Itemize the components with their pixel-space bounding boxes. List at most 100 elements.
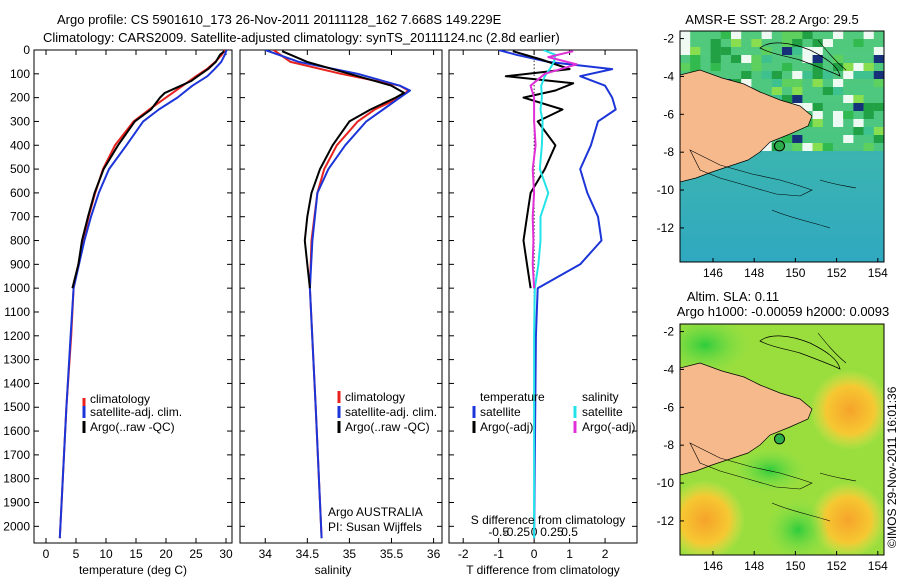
x-tick-label: 35.5 bbox=[380, 547, 404, 561]
sst-map-ticks: 146 148 150 152 154 -2 -4 -6 -8 -10 -12 bbox=[657, 32, 888, 280]
sla-map-ticks: 146 148 150 152 154 -2 -4 -6 -8 -10 -12 bbox=[657, 325, 888, 573]
depth-tick-label: 600 bbox=[10, 186, 30, 200]
temperature-x-label: temperature (deg C) bbox=[79, 563, 187, 577]
x-tick-label: 10 bbox=[99, 547, 113, 561]
legend-label-satellite: satellite-adj. clim. bbox=[345, 405, 437, 419]
salinity-diff-tick-label: -0.25 bbox=[503, 525, 531, 539]
x-tick-label: 0 bbox=[43, 547, 50, 561]
temperature-series bbox=[58, 50, 228, 539]
map-y-tick-label: -10 bbox=[657, 183, 675, 197]
sal-diff-satellite-line bbox=[533, 50, 557, 539]
sst-grid-cell bbox=[761, 55, 772, 63]
depth-tick-label: 1500 bbox=[3, 400, 30, 414]
sst-grid-cell bbox=[802, 103, 813, 111]
x-tick-label: 35 bbox=[343, 547, 357, 561]
sst-grid-cell bbox=[802, 143, 813, 151]
sst-grid-cell bbox=[741, 71, 752, 79]
salinity-series bbox=[264, 50, 411, 539]
sst-grid-cell bbox=[863, 63, 874, 71]
sla-new-britain-coast bbox=[759, 335, 841, 370]
map-y-tick-label: -6 bbox=[663, 400, 674, 414]
sst-grid-cell bbox=[822, 71, 833, 79]
sst-grid-cell bbox=[792, 47, 803, 55]
map-y-tick-label: -6 bbox=[663, 107, 674, 121]
legend-label-climatology: climatology bbox=[345, 390, 405, 404]
sst-grid-cell bbox=[802, 47, 813, 55]
sla-map-panel: Altim. SLA: 0.11 Argo h1000: -0.00059 h2… bbox=[657, 289, 890, 573]
sst-grid-cell bbox=[833, 119, 844, 127]
sst-grid-cell bbox=[873, 135, 884, 143]
sst-grid-cell bbox=[710, 63, 721, 71]
map-x-tick-label: 148 bbox=[744, 266, 764, 280]
sst-grid-cell bbox=[710, 55, 721, 63]
depth-tick-label: 1000 bbox=[3, 281, 30, 295]
sst-grid-cell bbox=[761, 31, 772, 39]
sst-grid-cell bbox=[792, 79, 803, 87]
salinity-legend: climatology satellite-adj. clim. Argo(..… bbox=[337, 390, 437, 434]
x-tick-label: 15 bbox=[129, 547, 143, 561]
difference-legend: temperature satellite Argo(-adj) salinit… bbox=[472, 390, 635, 434]
sst-grid-cell bbox=[873, 79, 884, 87]
sst-grid-cell bbox=[771, 71, 782, 79]
sst-grid-cell bbox=[863, 103, 874, 111]
sst-new-britain-coast bbox=[759, 42, 841, 77]
map-x-tick-label: 146 bbox=[703, 559, 723, 573]
difference-x-ticks: -2 -1 0 1 2 bbox=[458, 50, 609, 561]
sst-grid-cell bbox=[792, 135, 803, 143]
sst-grid-cell bbox=[731, 55, 742, 63]
legend-label-sal-satellite: satellite bbox=[582, 405, 623, 419]
salinity-panel: 34 34.5 35 35.5 36 salinity climatology sate… bbox=[239, 49, 443, 577]
map-x-tick-label: 154 bbox=[868, 266, 888, 280]
temperature-y-ticks: 0 100 200 300 400 500 600 700 800 900 1000 1100 1200… bbox=[3, 43, 232, 533]
depth-tick-label: 1100 bbox=[4, 305, 30, 319]
sst-grid-cell bbox=[853, 103, 864, 111]
sst-map-frame bbox=[679, 30, 885, 263]
x-tick-label: 34.5 bbox=[296, 547, 320, 561]
sst-grid-cell bbox=[822, 143, 833, 151]
argo-position-marker bbox=[774, 140, 785, 152]
sla-low-patch bbox=[680, 324, 750, 375]
legend-header-temperature: temperature bbox=[480, 390, 545, 404]
difference-series bbox=[498, 50, 617, 539]
x-tick-label: 34 bbox=[259, 547, 273, 561]
map-x-tick-label: 152 bbox=[827, 559, 847, 573]
depth-tick-label: 1200 bbox=[3, 329, 30, 343]
depth-tick-label: 700 bbox=[10, 210, 30, 224]
map-y-tick-label: -4 bbox=[663, 362, 674, 376]
x-tick-label: -1 bbox=[493, 547, 504, 561]
sst-grid-cell bbox=[843, 95, 854, 103]
depth-tick-label: 200 bbox=[10, 91, 30, 105]
sla-low-patch bbox=[734, 448, 806, 492]
x-tick-label: 0 bbox=[531, 547, 538, 561]
legend-label-temp-argo: Argo(-adj) bbox=[480, 420, 533, 434]
sst-grid-cell bbox=[771, 87, 782, 95]
depth-tick-label: 1900 bbox=[3, 496, 30, 510]
sla-coastline-south bbox=[689, 442, 813, 490]
salinity-diff-tick-label: 0.25 bbox=[540, 525, 564, 539]
depth-tick-label: 800 bbox=[10, 234, 30, 248]
sst-grid-cell bbox=[812, 103, 823, 111]
difference-panel: -2 -1 0 1 2 -0.5-0.25 0 0.250.5 S difference f… bbox=[448, 49, 638, 577]
depth-tick-label: 300 bbox=[10, 114, 30, 128]
depth-tick-label: 1600 bbox=[3, 424, 30, 438]
sst-grid-cell bbox=[782, 135, 793, 143]
temp-diff-argo-line bbox=[504, 50, 575, 289]
sst-grid-cell bbox=[710, 39, 721, 47]
sst-grid-cell bbox=[863, 143, 874, 151]
sla-high-patch bbox=[680, 480, 745, 555]
sst-grid-cell bbox=[802, 55, 813, 63]
map-x-tick-label: 148 bbox=[744, 559, 764, 573]
difference-y-ticks bbox=[449, 49, 637, 527]
sst-map-panel: AMSR-E SST: 28.2 Argo: 29.5 146 148 150 152… bbox=[657, 12, 888, 280]
legend-label-argo: Argo(..raw -QC) bbox=[345, 420, 430, 434]
sst-grid-cell bbox=[873, 103, 884, 111]
sst-grid-cell bbox=[792, 87, 803, 95]
sst-grid-cell bbox=[720, 47, 731, 55]
map-x-tick-label: 146 bbox=[703, 266, 723, 280]
sst-grid-cell bbox=[690, 55, 701, 63]
map-y-tick-label: -10 bbox=[657, 476, 675, 490]
depth-tick-label: 400 bbox=[10, 138, 30, 152]
sst-grid-cell bbox=[833, 55, 844, 63]
sst-grid-cell bbox=[863, 71, 874, 79]
depth-tick-label: 2000 bbox=[3, 519, 30, 533]
